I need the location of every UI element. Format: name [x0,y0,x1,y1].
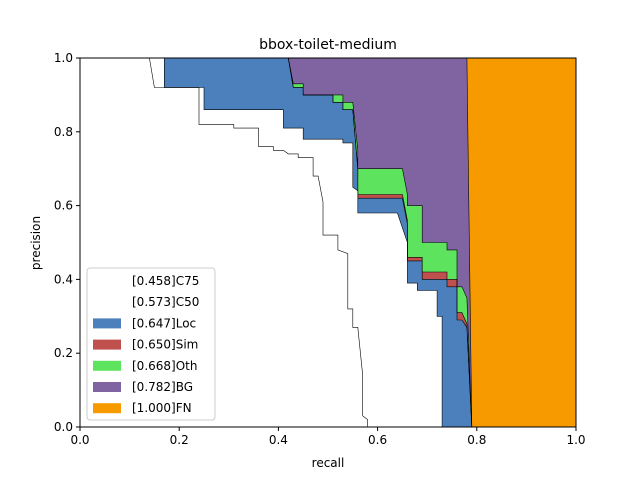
legend-label-fn: [1.000]FN [132,401,192,415]
legend-swatch-c75 [93,276,121,286]
plot-frame [79,57,577,428]
line-c75 [80,57,369,427]
line-c50 [80,57,443,427]
legend-swatch-fn [93,403,121,414]
legend: [0.458]C75 [0.573]C50 [0.647]Loc [0.650]Sim… [86,267,216,421]
x-tick-label: 0.4 [269,433,288,447]
y-tick-label: 0.4 [54,272,73,286]
legend-label-oth: [0.668]Oth [132,359,197,373]
legend-swatch-loc [93,318,121,329]
y-tick-label: 0.2 [54,346,73,360]
y-axis-label: precision [29,216,43,270]
x-axis-label: recall [312,456,345,470]
y-tick-label: 0.0 [54,420,73,434]
x-tick-label: 0.0 [70,433,89,447]
x-tick-label: 1.0 [566,433,585,447]
legend-swatch-oth [93,360,121,371]
y-tick-label: 1.0 [54,51,73,65]
legend-label-c75: [0.458]C75 [132,274,199,288]
legend-label-c50: [0.573]C50 [132,295,199,309]
y-tick-label: 0.8 [54,125,73,139]
y-tick-label: 0.6 [54,199,73,213]
x-tick-label: 0.6 [368,433,387,447]
line-loc [80,57,473,428]
x-tick-label: 0.2 [170,433,189,447]
legend-swatch-c50 [93,297,121,308]
legend-label-loc: [0.647]Loc [132,316,196,330]
chart-title: bbox-toilet-medium [259,37,397,53]
legend-label-sim: [0.650]Sim [132,338,198,352]
legend-label-bg: [0.782]BG [132,380,193,394]
x-tick-label: 0.8 [467,433,486,447]
legend-swatch-bg [93,382,121,392]
legend-swatch-sim [93,339,121,350]
